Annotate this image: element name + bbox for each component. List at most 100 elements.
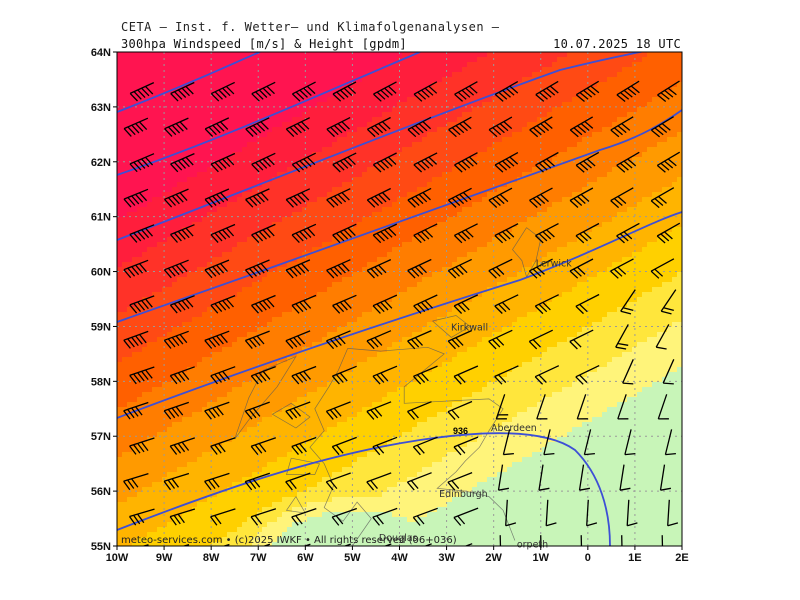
wind-barb [528,258,553,279]
x-tick-label: 8W [203,552,220,564]
wind-barb [448,116,472,138]
wind-barb [616,151,640,173]
wind-barb [494,81,519,102]
footer-credit: meteo-services.com • (c)2025 IWKF • All … [121,535,457,546]
x-axis-ticks: 10W 9W 8W 7W 6W 5W 4W 3W 2W 1W 0 1E 2E [106,546,689,564]
wind-barb [656,222,681,244]
map-datetime: 10.07.2025 18 UTC [553,37,681,51]
wind-barb [499,535,502,546]
wind-barb [170,81,195,102]
wind-barb [244,472,271,491]
wind-barb [366,259,392,279]
wind-barb [534,365,560,385]
wind-barb [624,429,636,456]
wind-barb [413,81,438,102]
wind-barb [615,324,629,350]
wind-barb [502,429,514,456]
wind-barb [163,401,190,420]
wind-barb [569,258,594,279]
wind-barb [372,152,397,173]
wind-barb [538,464,550,491]
wind-barb [163,330,189,349]
wind-barb [285,117,310,138]
wind-barb [535,223,559,244]
wind-barb [657,394,669,420]
wind-barb [569,116,594,138]
header-institute-line: CETA — Inst. f. Wetter— und Klimafolgena… [121,20,500,34]
wind-barb [129,82,155,102]
wind-barb [326,188,351,208]
wind-barb [326,330,351,350]
wind-barb [543,429,555,456]
wind-barb [285,472,311,491]
wind-barb [204,472,230,491]
coastline-segment [309,348,372,546]
wind-barb [610,187,634,209]
wind-barb [453,365,479,385]
wind-barb [659,464,672,491]
coastline-segment [285,496,306,514]
wind-barb [291,223,317,244]
wind-barb [413,365,438,385]
wind-barb [210,508,236,526]
wind-barb [488,258,513,279]
wind-barb [245,259,270,279]
wind-barb [453,507,479,526]
wind-barb [251,223,276,244]
wind-barb [488,329,513,350]
wind-barb [325,472,351,491]
wind-barb [656,151,681,173]
wind-barb [123,188,149,208]
wind-barb [366,401,392,420]
wind-barb [453,223,478,244]
x-tick-label: 0 [585,552,591,564]
wind-barb [620,289,636,315]
wind-barb [366,116,391,138]
wind-barb [453,436,479,456]
y-tick-label: 57N [91,431,111,443]
x-tick-label: 5W [344,552,361,564]
wind-barb [129,437,155,455]
contour-label: 936 [453,426,468,436]
wind-barb [494,223,519,244]
wind-barb [575,293,600,315]
city-label: Aberdeen [491,423,537,434]
wind-barb [123,401,149,420]
wind-barb [372,507,398,526]
wind-barb [170,224,195,243]
wind-barb [407,330,432,350]
wind-barb [129,224,155,243]
wind-barb [616,80,640,103]
map-title: 300hpa Windspeed [m/s] & Height [gpdm] [121,37,407,51]
wind-barb [617,394,629,420]
wind-barb [123,259,149,279]
wind-barb [129,295,155,314]
city-label: Edinburgh [439,489,488,500]
wind-barb [578,464,591,491]
wind-barb [204,117,230,137]
height-contour [117,52,421,176]
city-labels: Lerwick Kirkwall Aberdeen Edinburgh Douglas o… [379,258,572,550]
coastline-segment [271,402,311,429]
wind-barb [454,152,478,173]
wind-barb [204,330,230,349]
x-tick-label: 1E [628,552,641,564]
wind-barb [285,401,311,420]
wind-barb [366,330,392,350]
wind-barb [326,117,351,138]
wind-barb [534,294,559,315]
wind-barb [326,259,351,279]
wind-barb [453,294,479,314]
wind-barb [575,151,600,173]
y-tick-label: 59N [91,321,111,333]
wind-barb [210,437,236,455]
x-tick-label: 2E [675,552,688,564]
wind-barb [535,151,559,173]
wind-barb [129,153,155,173]
wind-barb [575,365,600,385]
wind-barb [505,499,517,527]
wind-barb [621,535,623,546]
wind-barb [210,366,236,385]
y-tick-label: 55N [91,541,111,553]
wind-barb [661,535,664,546]
